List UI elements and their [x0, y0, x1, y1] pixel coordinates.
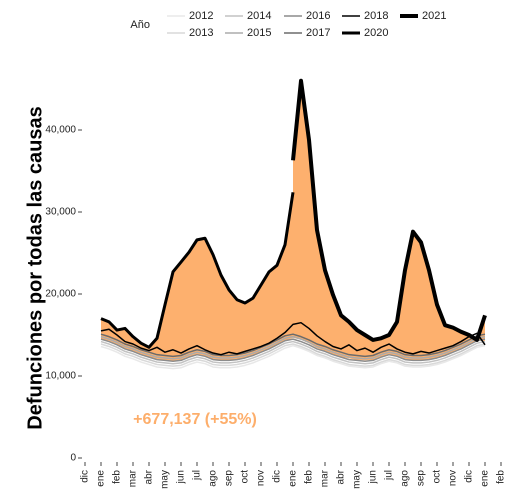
- series-line: [100, 344, 486, 370]
- x-tick-label: mar: [320, 469, 331, 487]
- x-tick-label: feb: [496, 470, 507, 484]
- legend-label: 2015: [247, 27, 271, 39]
- x-tick-label: sep: [416, 470, 427, 487]
- x-tick-label: abr: [144, 469, 155, 484]
- x-tick-label: feb: [304, 470, 315, 484]
- excess-area: [293, 80, 485, 361]
- x-tick-label: abr: [336, 469, 347, 484]
- x-tick-label: may: [160, 470, 171, 489]
- x-tick-label: ago: [400, 470, 411, 487]
- x-tick-label: oct: [432, 470, 443, 484]
- series-line: [100, 343, 486, 367]
- series-line: [291, 78, 487, 342]
- x-tick-label: ene: [480, 470, 491, 487]
- x-tick-label: jun: [368, 470, 379, 484]
- legend-title: Año: [130, 19, 150, 31]
- x-tick-label: dic: [272, 470, 283, 483]
- legend-label: 2020: [364, 27, 388, 39]
- legend-label: 2021: [422, 10, 446, 22]
- x-tick-label: oct: [240, 470, 251, 484]
- series-line: [100, 333, 486, 358]
- legend-label: 2016: [306, 10, 330, 22]
- annotation: +677,137 (+55%): [133, 411, 257, 428]
- x-tick-label: jul: [384, 470, 395, 481]
- x-tick-label: ago: [208, 470, 219, 487]
- excess-area: [101, 192, 293, 361]
- y-tick-label: 40,000: [45, 125, 76, 136]
- series-line: [100, 192, 295, 349]
- y-tick-label: 20,000: [45, 289, 76, 300]
- x-tick-label: ene: [96, 470, 107, 487]
- x-tick-label: sep: [224, 470, 235, 487]
- series-line: [100, 338, 486, 362]
- legend-label: 2014: [247, 10, 271, 22]
- y-tick-label: 10,000: [45, 371, 76, 382]
- legend-label: 2017: [306, 27, 330, 39]
- x-tick-label: may: [352, 470, 363, 489]
- series-line: [100, 340, 486, 365]
- legend-label: 2012: [189, 10, 213, 22]
- x-tick-label: nov: [256, 470, 267, 486]
- x-tick-label: feb: [112, 470, 123, 484]
- x-tick-label: jul: [192, 470, 203, 481]
- x-tick-label: dic: [464, 470, 475, 483]
- series-line: [100, 321, 486, 356]
- x-tick-label: nov: [448, 470, 459, 486]
- y-tick-label: 30,000: [45, 207, 76, 218]
- legend-label: 2018: [364, 10, 388, 22]
- y-axis-title: Defunciones por todas las causas: [24, 106, 46, 429]
- y-tick-label: 0: [70, 453, 76, 464]
- series-line: [100, 335, 486, 360]
- x-tick-label: ene: [288, 470, 299, 487]
- legend-label: 2013: [189, 27, 213, 39]
- x-tick-label: jun: [176, 470, 187, 484]
- x-tick-label: dic: [80, 470, 91, 483]
- x-tick-label: mar: [128, 469, 139, 487]
